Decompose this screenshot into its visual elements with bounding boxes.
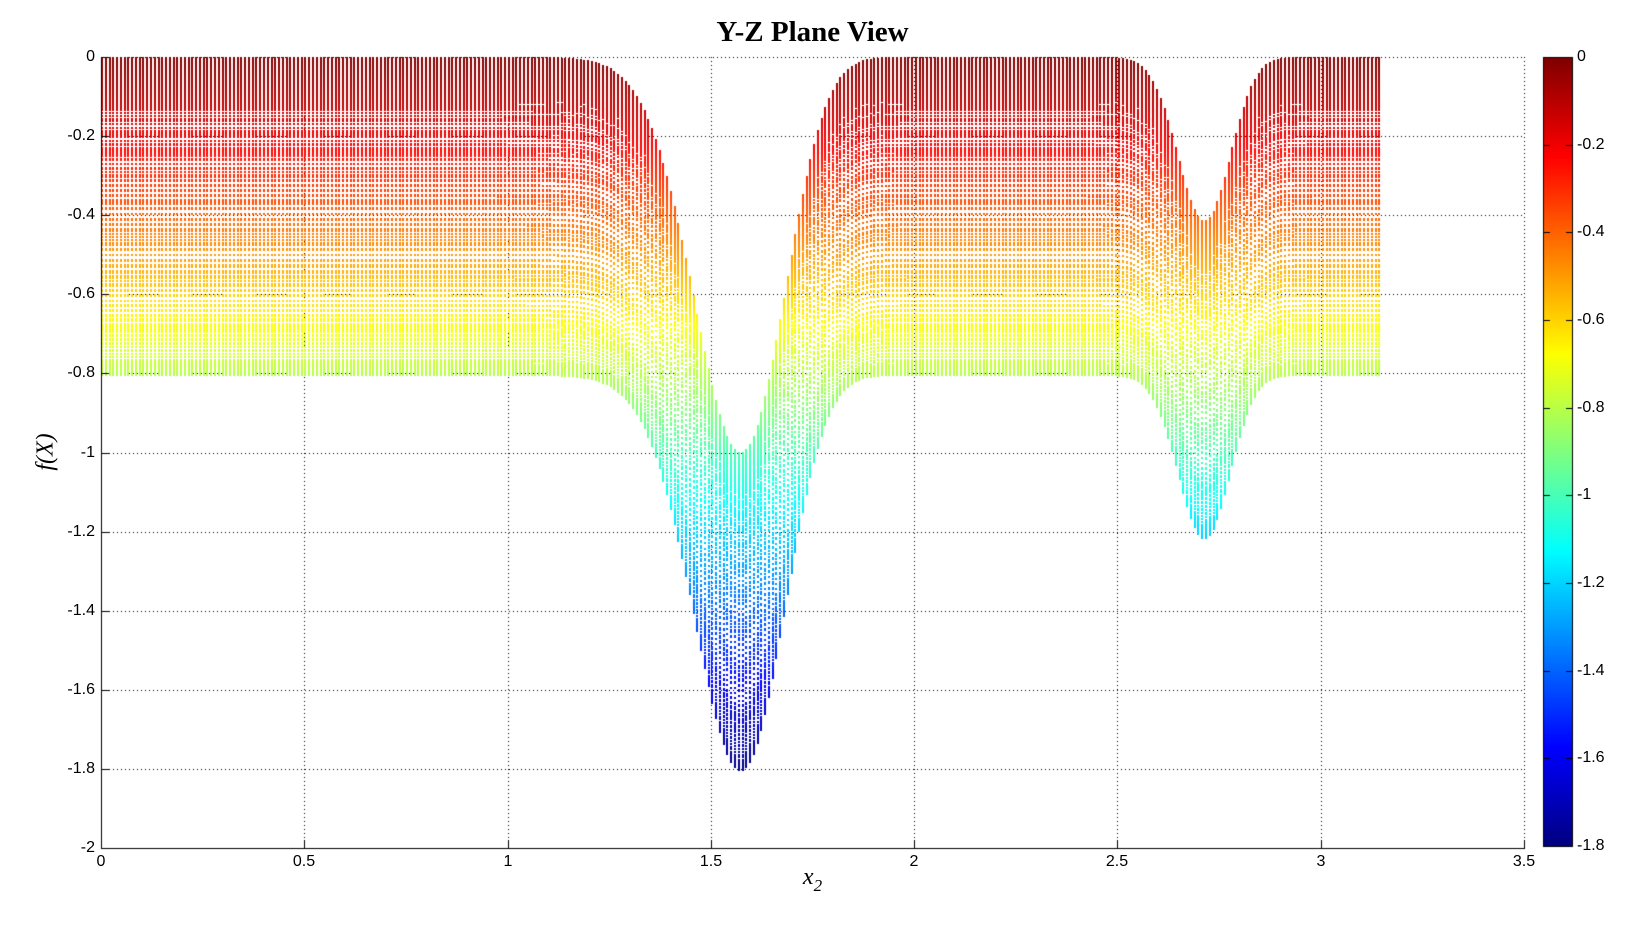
x-axis-label: x2 bbox=[101, 864, 1524, 896]
colorbar-tick-label: -0.6 bbox=[1577, 311, 1605, 328]
y-tick-label: -0.2 bbox=[67, 127, 95, 144]
colorbar-tick-label: -1.8 bbox=[1577, 837, 1605, 854]
x-tick-label: 2 bbox=[909, 853, 919, 870]
colorbar-tick-label: -0.8 bbox=[1577, 399, 1605, 416]
colorbar-tick-label: -1.2 bbox=[1577, 574, 1605, 591]
y-tick-label: -1.2 bbox=[67, 523, 95, 540]
colorbar-tick-label: 0 bbox=[1577, 48, 1586, 65]
colorbar-tick-label: -1.6 bbox=[1577, 749, 1605, 766]
colorbar-tick-label: -1 bbox=[1577, 486, 1592, 503]
x-tick-label: 0 bbox=[96, 853, 106, 870]
y-tick-label: -1.8 bbox=[67, 760, 95, 777]
y-tick-label: -1.6 bbox=[67, 681, 95, 698]
y-tick-label: -0.6 bbox=[67, 285, 95, 302]
y-tick-label: -0.8 bbox=[67, 364, 95, 381]
colorbar-tick-label: -0.4 bbox=[1577, 223, 1605, 240]
colorbar-tick-label: -0.2 bbox=[1577, 136, 1605, 153]
x-tick-label: 2.5 bbox=[1105, 853, 1129, 870]
x-tick-label: 1.5 bbox=[699, 853, 723, 870]
x-tick-label: 1 bbox=[503, 853, 513, 870]
chart-title: Y-Z Plane View bbox=[716, 16, 909, 48]
y-tick-label: -1.4 bbox=[67, 602, 95, 619]
y-tick-label: -0.4 bbox=[67, 206, 95, 223]
colorbar-tick-label: -1.4 bbox=[1577, 662, 1605, 679]
x-tick-label: 0.5 bbox=[292, 853, 316, 870]
y-tick-label: 0 bbox=[86, 48, 95, 65]
x-tick-label: 3 bbox=[1316, 853, 1326, 870]
y-tick-label: -1 bbox=[80, 444, 95, 461]
x-axis-label-base: x bbox=[802, 864, 814, 890]
y-tick-label: -2 bbox=[80, 839, 95, 856]
x-tick-label: 3.5 bbox=[1512, 853, 1536, 870]
x-axis-label-subscript: 2 bbox=[813, 876, 823, 895]
